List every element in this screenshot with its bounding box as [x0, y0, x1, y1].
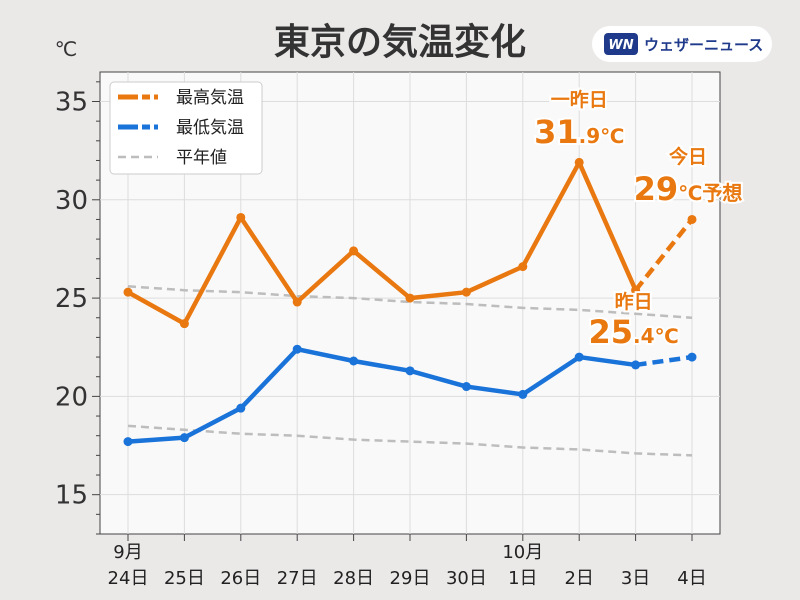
brand-logo-icon — [604, 33, 638, 55]
chart-title: 東京の気温変化 — [274, 21, 526, 63]
annotation-decimal: .9 — [579, 124, 601, 148]
max-temperature-point — [236, 212, 246, 222]
x-month-label: 10月 — [502, 542, 543, 563]
max-temperature-point — [349, 246, 359, 256]
min-temperature-forecast-line — [635, 354, 693, 368]
min-temperature-point — [574, 352, 584, 362]
max-temperature-point — [292, 297, 302, 307]
x-axis-ticks: 24日 25日 26日 27日 28日 29日 30日 1日 2日 3日 4日 9月 10月 — [108, 534, 707, 589]
x-month-label: 9月 — [113, 542, 142, 563]
x-tick-label: 25日 — [164, 568, 205, 589]
x-tick-label: 26日 — [220, 568, 261, 589]
y-tick-label: 30 — [55, 186, 88, 216]
max-temperature-point — [687, 214, 697, 224]
min-temperature-point — [631, 360, 641, 370]
y-tick-label: 20 — [55, 382, 88, 412]
annotation-unit: ℃予想 — [678, 181, 742, 205]
brand-badge: WN ウェザーニュース — [592, 26, 772, 62]
annotation-label: 昨日 — [615, 290, 653, 313]
min-temperature-point — [179, 433, 189, 443]
x-tick-label: 27日 — [277, 568, 318, 589]
max-temperature-forecast-line — [633, 218, 694, 292]
legend-label-min: 最低気温 — [176, 118, 244, 138]
legend-label-normal: 平年値 — [176, 148, 227, 168]
y-tick-label: 15 — [55, 481, 88, 511]
x-tick-label: 1日 — [508, 568, 537, 589]
annotation-value: 25.4℃ — [588, 313, 678, 351]
annotation-decimal: .4 — [633, 324, 655, 348]
x-tick-label: 4日 — [677, 568, 706, 589]
annotation-label: 今日 — [668, 145, 707, 168]
min-temperature-point — [518, 389, 528, 399]
min-temperature-line — [127, 346, 636, 444]
min-temperature-point — [349, 356, 359, 366]
max-temperature-point — [574, 157, 584, 167]
y-tick-label: 35 — [55, 87, 88, 117]
min-temperature-point — [292, 344, 302, 354]
max-temperature-point — [179, 319, 189, 329]
legend-label-max: 最高気温 — [176, 88, 244, 108]
min-temperature-point — [405, 366, 415, 376]
x-tick-label: 3日 — [621, 568, 650, 589]
x-tick-label: 30日 — [446, 568, 487, 589]
x-tick-label: 28日 — [333, 568, 374, 589]
max-temperature-point — [518, 262, 528, 272]
y-axis-ticks: 15 20 25 30 35 — [55, 81, 100, 535]
series-layer — [123, 157, 697, 457]
x-tick-label: 29日 — [390, 568, 431, 589]
max-temperature-point — [123, 287, 133, 297]
annotation-integer: 29 — [634, 170, 679, 208]
y-axis-unit: ℃ — [55, 37, 77, 61]
annotation-value: 29℃予想 — [634, 170, 743, 208]
annotation-unit: ℃ — [655, 324, 679, 348]
brand-logo-text: WN — [608, 38, 633, 53]
brand-name: ウェザーニュース — [644, 36, 763, 54]
max-temperature-point — [405, 293, 415, 303]
annotation-label: 一昨日 — [551, 88, 608, 111]
min-temperature-point — [236, 403, 246, 413]
max-temperature-point — [631, 285, 641, 295]
max-temperature-point — [461, 287, 471, 297]
y-tick-label: 25 — [55, 284, 88, 314]
x-tick-label: 2日 — [564, 568, 593, 589]
annotation-value: 31.9℃ — [534, 113, 624, 151]
normal-temperature-line — [127, 285, 693, 319]
x-tick-label: 24日 — [108, 568, 149, 589]
min-temperature-point — [123, 437, 133, 447]
max-temperature-line — [126, 160, 638, 326]
annotation-integer: 25 — [588, 313, 633, 351]
legend-box — [109, 81, 263, 175]
annotation-unit: ℃ — [600, 124, 624, 148]
annotation-integer: 31 — [534, 113, 579, 151]
min-temperature-point — [687, 352, 697, 362]
legend: 最高気温 最低気温 平年値 — [109, 81, 263, 175]
min-temperature-point — [461, 382, 471, 392]
normal-temperature-line — [127, 424, 693, 457]
